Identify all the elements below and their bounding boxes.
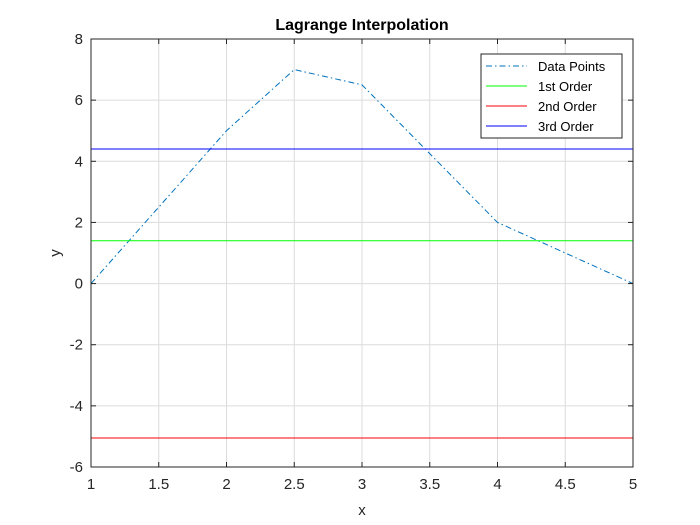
legend-label-2: 1st Order <box>538 79 593 94</box>
x-tick-label: 1 <box>87 476 95 493</box>
grid <box>91 39 633 467</box>
ticks: 1 1.5 2 2.5 3 3.5 4 4.5 5 -6 -4 -2 0 2 4 6 8 <box>70 31 638 493</box>
x-tick-label: 5 <box>629 476 637 493</box>
y-tick-label: -2 <box>70 337 83 354</box>
legend-label-4: 3rd Order <box>538 119 594 134</box>
y-tick-label: 2 <box>75 214 83 231</box>
series-line-1 <box>90 69 634 285</box>
y-tick-label: -4 <box>70 398 83 415</box>
y-tick-label: 0 <box>75 276 83 293</box>
x-tick-label: 2 <box>222 476 230 493</box>
legend-label-1: Data Points <box>538 59 606 74</box>
y-tick-label: 8 <box>75 31 83 48</box>
y-tick-label: -6 <box>70 459 83 476</box>
x-tick-label: 1.5 <box>148 476 169 493</box>
x-tick-label: 4.5 <box>555 476 576 493</box>
x-axis-label: x <box>358 502 366 519</box>
x-tick-label: 4 <box>493 476 501 493</box>
x-tick-label: 3 <box>358 476 366 493</box>
y-tick-label: 6 <box>75 92 83 109</box>
y-axis-label: y <box>47 249 64 257</box>
series-group <box>90 69 634 439</box>
chart-title: Lagrange Interpolation <box>275 17 448 34</box>
x-tick-label: 3.5 <box>419 476 440 493</box>
x-tick-label: 2.5 <box>284 476 305 493</box>
legend-box <box>480 53 623 139</box>
legend: Data Points 1st Order 2nd Order 3rd Order <box>480 53 623 139</box>
legend-label-3: 2nd Order <box>538 99 597 114</box>
y-tick-label: 4 <box>75 153 83 170</box>
